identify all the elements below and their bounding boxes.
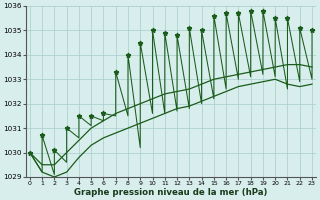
X-axis label: Graphe pression niveau de la mer (hPa): Graphe pression niveau de la mer (hPa) bbox=[74, 188, 268, 197]
